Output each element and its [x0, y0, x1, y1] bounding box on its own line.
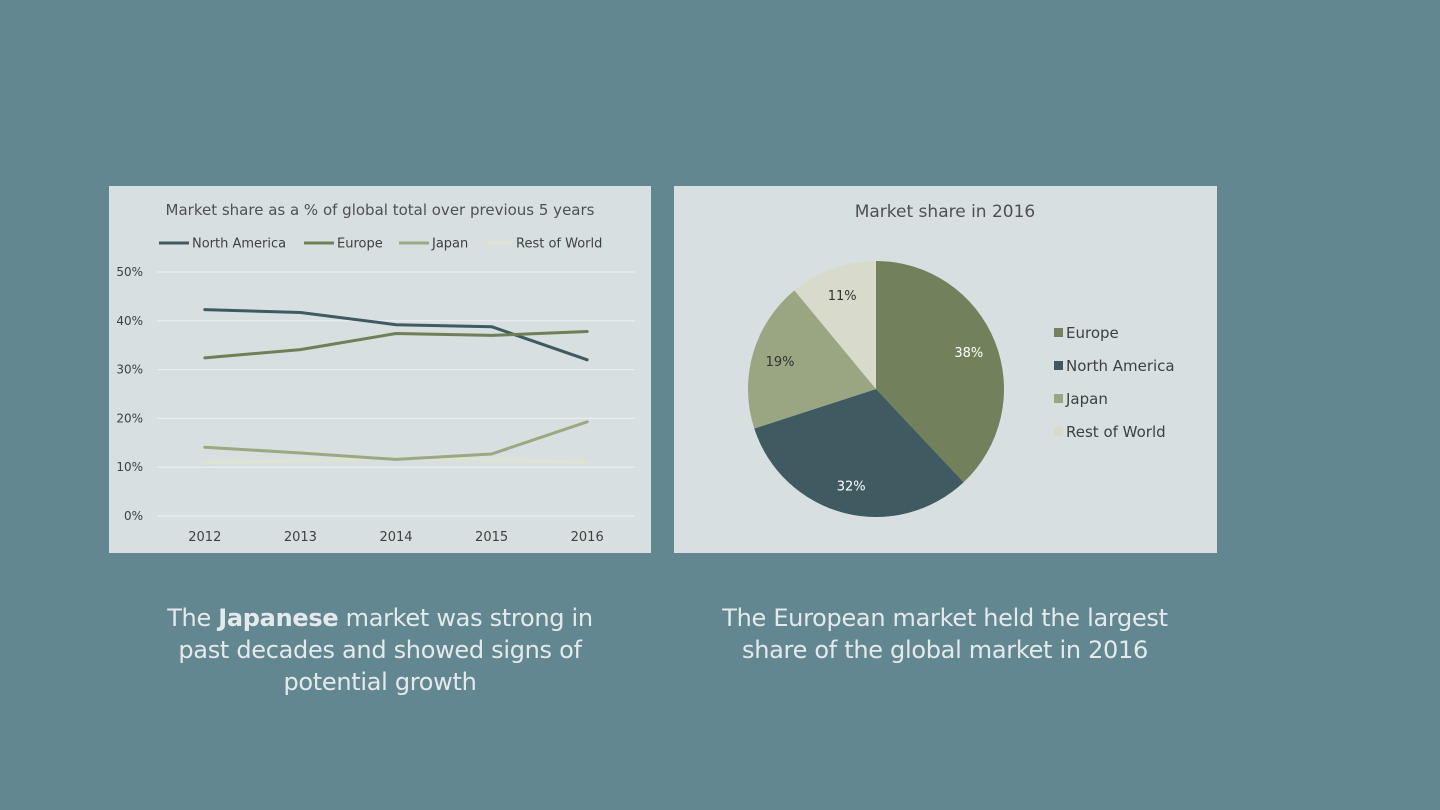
x-tick-label-0: 2012 — [188, 530, 221, 545]
y-tick-label-5: 50% — [116, 265, 143, 279]
caption-left-after: market was strong in past decades and sh… — [178, 604, 593, 696]
pie-slice-2 — [747, 290, 876, 429]
caption-europe: The European market held the largest sha… — [722, 604, 1168, 664]
legend-label-1: Europe — [337, 237, 383, 252]
pie-legend-swatch-0 — [1054, 328, 1063, 337]
pie-slice-0 — [876, 261, 1005, 483]
pie-chart-panel: Market share in 2016 38% 32% 19% 11% Europe No… — [674, 186, 1217, 553]
y-tick-label-3: 30% — [116, 363, 143, 377]
pie-legend-swatch-1 — [1054, 361, 1063, 370]
series-line-1 — [203, 330, 589, 360]
caption-japan: The Japanese market was strong in past d… — [150, 602, 610, 698]
line-chart-title: Market share as a % of global total over… — [166, 201, 595, 219]
x-tick-label-3: 2015 — [475, 530, 508, 545]
legend-label-0: North America — [192, 237, 286, 252]
y-tick-label-0: 0% — [124, 509, 143, 523]
x-tick-label-4: 2016 — [571, 530, 604, 545]
pie-slice-label-2: 19% — [766, 355, 795, 370]
pie-legend-swatch-3 — [1054, 427, 1063, 436]
line-chart-panel: Market share as a % of global total over… — [109, 186, 651, 553]
line-chart: Market share as a % of global total over… — [116, 201, 635, 545]
y-tick-label-2: 20% — [116, 411, 143, 425]
x-tick-label-1: 2013 — [284, 530, 317, 545]
pie-chart-title: Market share in 2016 — [855, 202, 1036, 222]
pie-legend-label-2: Japan — [1065, 390, 1108, 408]
caption-left-bold: Japanese — [218, 604, 339, 632]
legend-label-2: Japan — [431, 237, 468, 252]
y-tick-label-4: 40% — [116, 314, 143, 328]
pie-chart: Market share in 2016 38% 32% 19% 11% Europe No… — [747, 202, 1175, 518]
y-tick-label-1: 10% — [116, 460, 143, 474]
x-tick-label-2: 2014 — [379, 530, 412, 545]
pie-legend-label-0: Europe — [1066, 324, 1119, 342]
pie-legend-swatch-2 — [1054, 394, 1063, 403]
pie-legend-label-3: Rest of World — [1066, 423, 1166, 441]
series-line-2 — [203, 420, 589, 461]
series-line-0 — [203, 308, 589, 362]
pie-slice-label-3: 11% — [828, 289, 857, 304]
pie-legend-label-1: North America — [1066, 357, 1175, 375]
pie-slice-1 — [754, 389, 964, 518]
pie-slice-3 — [794, 261, 876, 389]
caption-left-before: The — [167, 604, 219, 632]
pie-slice-label-0: 38% — [954, 346, 983, 361]
legend-label-3: Rest of World — [516, 237, 602, 252]
pie-slice-label-1: 32% — [837, 480, 866, 495]
